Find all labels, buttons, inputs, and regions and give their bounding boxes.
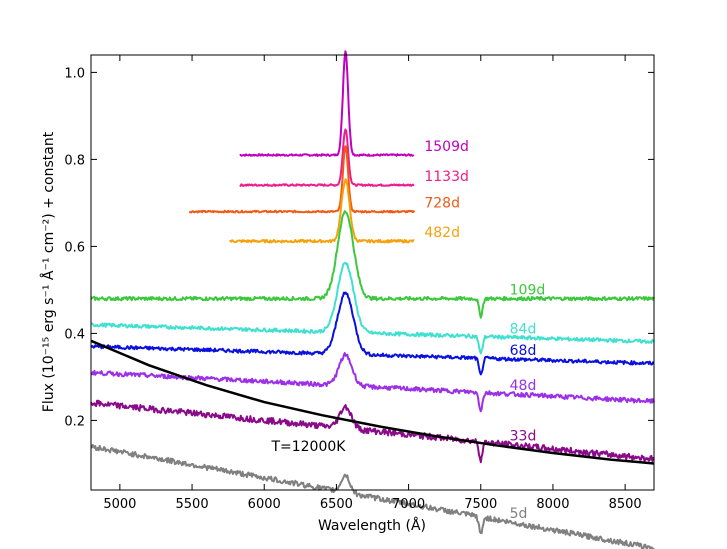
series-line-1509d	[239, 50, 415, 157]
series-label-33d: 33d	[510, 429, 537, 445]
series-label-1133d: 1133d	[424, 169, 469, 185]
series-layer	[90, 50, 655, 549]
x-tick-label: 8500	[609, 497, 642, 512]
x-tick-label: 5500	[176, 497, 209, 512]
series-line-728d	[188, 145, 416, 214]
y-tick-label: 0.8	[64, 153, 85, 168]
series-line-33d	[90, 399, 655, 464]
series-label-68d: 68d	[510, 343, 537, 359]
x-tick-label: 7000	[392, 497, 425, 512]
y-axis-label: Flux (10⁻¹⁵ erg s⁻¹ Å⁻¹ cm⁻²) + constant	[40, 131, 57, 412]
series-line-109d	[90, 210, 655, 319]
series-labels: 1509d 1133d 728d 482d 109d 84d 68d 48d 33d 5d T=12…	[270, 139, 545, 522]
series-label-84d: 84d	[510, 321, 537, 337]
x-tick-label: 5000	[103, 497, 136, 512]
series-line-68d	[90, 291, 655, 376]
series-label-5d: 5d	[510, 506, 528, 522]
x-tick-label: 8000	[536, 497, 569, 512]
blackbody-curve	[90, 339, 655, 465]
x-tick-label: 6000	[248, 497, 281, 512]
y-tick-label: 0.6	[64, 240, 85, 255]
x-tick-label: 6500	[320, 497, 353, 512]
series-label-109d: 109d	[510, 283, 546, 299]
plot-frame	[90, 54, 655, 491]
series-line-84d	[90, 261, 655, 355]
blackbody-label: T=12000K	[270, 439, 346, 455]
series-label-728d: 728d	[424, 196, 460, 212]
y-tick-label: 0.4	[64, 327, 85, 342]
y-ticks: 0.2 0.4 0.6 0.8 1.0	[64, 66, 654, 429]
series-label-48d: 48d	[510, 378, 537, 394]
series-label-482d: 482d	[424, 225, 460, 241]
x-axis-label: Wavelength (Å)	[318, 517, 426, 534]
x-ticks: 5000 5500 6000 6500 7000 7500 8000 8500	[103, 55, 642, 512]
x-tick-label: 7500	[464, 497, 497, 512]
y-tick-label: 0.2	[64, 414, 85, 429]
y-tick-label: 1.0	[64, 66, 85, 81]
series-label-1509d: 1509d	[424, 139, 469, 155]
series-line-48d	[90, 352, 655, 413]
blackbody-layer	[90, 339, 655, 465]
series-line-482d	[229, 178, 415, 244]
series-line-1133d	[239, 128, 415, 187]
series-line-5d	[90, 444, 655, 549]
